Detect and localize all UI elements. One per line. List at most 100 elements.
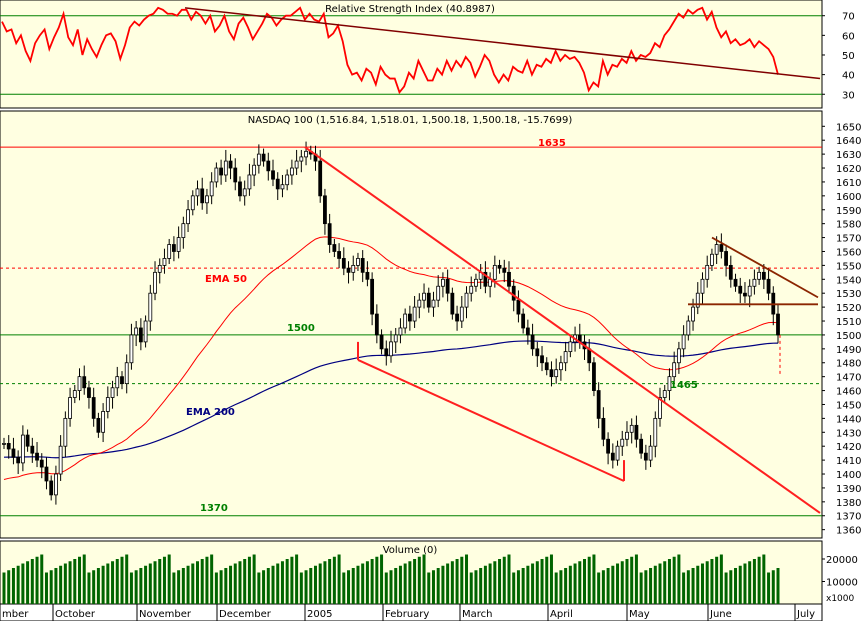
volume-bar xyxy=(474,570,478,604)
volume-bar xyxy=(35,556,39,604)
candle-body xyxy=(323,195,327,225)
candle-body xyxy=(39,459,44,468)
candle-body xyxy=(766,278,771,294)
candle-body xyxy=(379,334,384,350)
candle-body xyxy=(625,431,629,440)
candle xyxy=(469,276,474,302)
candle-body xyxy=(676,348,681,364)
candle xyxy=(676,341,681,374)
volume-bar xyxy=(696,565,700,604)
volume-bar xyxy=(639,572,643,604)
volume-bar xyxy=(59,565,63,604)
volume-bar xyxy=(49,570,53,604)
candle-body xyxy=(431,299,436,308)
candle xyxy=(138,318,143,351)
ema-50-label: EMA 50 xyxy=(205,274,247,285)
candle-body xyxy=(299,156,304,162)
candle-body xyxy=(672,362,677,378)
candle xyxy=(327,213,332,253)
candle xyxy=(601,407,606,447)
candle-body xyxy=(662,390,667,398)
candle xyxy=(49,475,54,501)
candle-body xyxy=(710,253,714,266)
candle xyxy=(214,162,219,188)
candle-body xyxy=(559,362,563,371)
candle-body xyxy=(120,376,124,385)
candle-body xyxy=(610,452,615,461)
candle-body xyxy=(776,313,780,336)
candle-body xyxy=(261,153,266,162)
volume-bar xyxy=(776,568,780,604)
candle xyxy=(497,259,502,274)
volume-bar xyxy=(686,570,690,604)
candle xyxy=(101,403,106,443)
candle xyxy=(752,269,757,295)
candle xyxy=(563,341,568,372)
volume-bar xyxy=(531,563,535,604)
candle-body xyxy=(474,278,478,287)
volume-bar xyxy=(625,559,629,604)
candle-body xyxy=(289,167,294,176)
candle xyxy=(77,368,82,401)
volume-bar xyxy=(752,559,756,604)
candle-body xyxy=(20,434,25,464)
candle xyxy=(275,172,280,201)
candle xyxy=(445,269,450,302)
price-tick-label-1640: 1640 xyxy=(836,136,861,147)
rsi-tick-label-50: 50 xyxy=(842,51,855,62)
volume-bar xyxy=(601,570,605,604)
candle xyxy=(521,308,526,334)
candle xyxy=(200,177,205,210)
volume-bar xyxy=(243,559,247,604)
candle xyxy=(124,354,129,394)
candle xyxy=(209,172,214,205)
volume-bar xyxy=(677,554,681,604)
candle-body xyxy=(153,271,157,294)
candle-body xyxy=(25,434,30,447)
candle-body xyxy=(341,258,346,269)
price-tick-label-1380: 1380 xyxy=(836,498,861,509)
volume-bar xyxy=(313,565,317,604)
price-tick-label-1580: 1580 xyxy=(836,220,861,231)
volume-bar xyxy=(285,559,289,604)
volume-bar xyxy=(73,559,77,604)
candle xyxy=(87,380,91,409)
candle xyxy=(285,169,290,191)
volume-bar xyxy=(606,568,610,604)
price-tick-label-1430: 1430 xyxy=(836,428,861,439)
candle-body xyxy=(96,417,101,433)
volume-bar xyxy=(144,565,148,604)
candle xyxy=(592,357,596,397)
volume-bar xyxy=(271,565,275,604)
candle xyxy=(738,277,743,303)
volume-bar xyxy=(715,556,719,604)
candle-body xyxy=(167,244,172,259)
candle xyxy=(431,291,436,317)
candle-body xyxy=(54,473,58,496)
candle-body xyxy=(110,387,115,398)
candle xyxy=(403,308,408,334)
candle xyxy=(474,273,478,292)
volume-bar xyxy=(771,570,775,604)
candle-body xyxy=(620,438,625,447)
volume-bar xyxy=(219,570,223,604)
candle-body xyxy=(82,376,87,389)
candle xyxy=(374,304,379,344)
candle-body xyxy=(483,271,488,287)
volume-bar xyxy=(365,561,369,604)
candle-body xyxy=(639,438,644,454)
volume-bar xyxy=(748,561,752,604)
time-axis-labels: mber October November December 2005 February M… xyxy=(0,604,815,621)
candle xyxy=(356,252,360,271)
candle-body xyxy=(124,362,129,385)
candle-body xyxy=(757,271,762,280)
time-label-6: March xyxy=(462,609,492,620)
volume-bar xyxy=(446,563,450,604)
candle-body xyxy=(2,443,6,445)
volume-bar xyxy=(767,572,771,604)
candle xyxy=(337,243,341,269)
candle-body xyxy=(681,334,686,350)
candle xyxy=(686,315,691,341)
time-label-1: October xyxy=(55,609,96,620)
volume-bar xyxy=(295,554,299,604)
